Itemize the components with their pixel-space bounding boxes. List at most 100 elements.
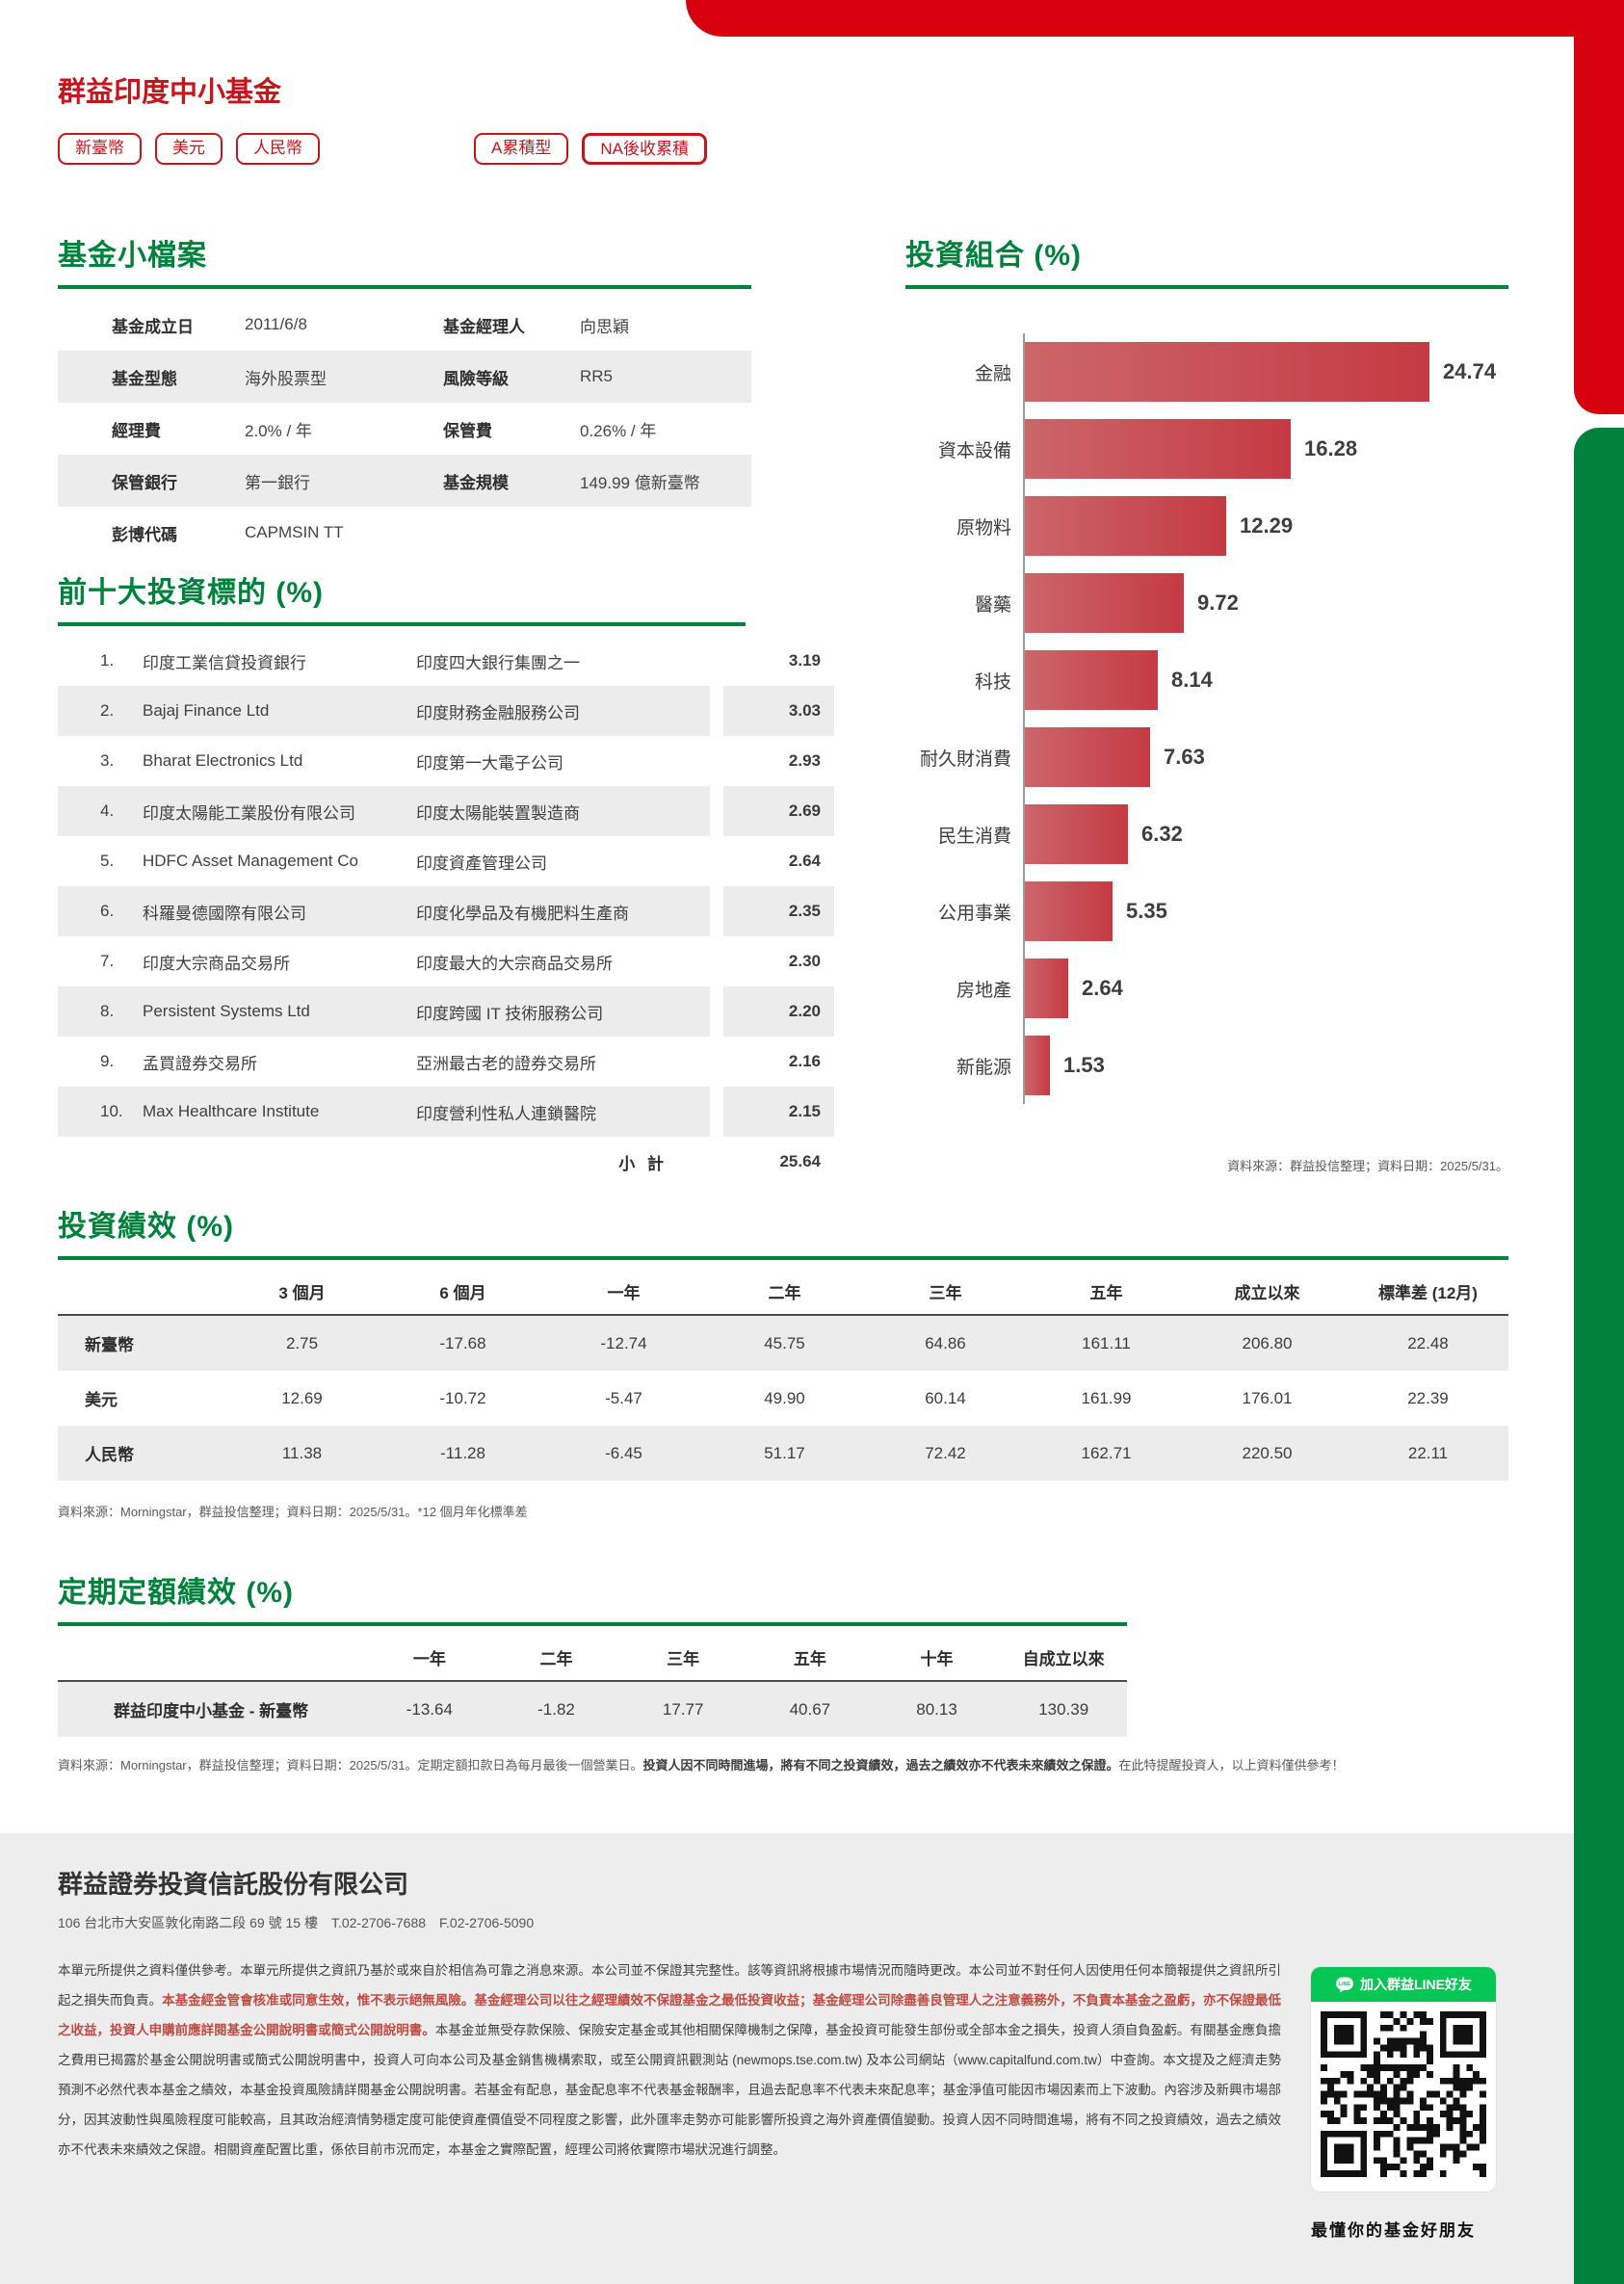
column-header: 標準差 (12月) xyxy=(1378,1283,1478,1302)
company-address: 106 台北市大安區敦化南路二段 69 號 15 樓 T.02-2706-768… xyxy=(58,1915,535,1930)
chart-bar-value: 5.35 xyxy=(1126,899,1167,923)
profile-title: 基金小檔案 xyxy=(58,240,207,272)
holding-weight: 3.03 xyxy=(723,686,834,736)
chart-row: 耐久財消費 7.63 xyxy=(905,719,1508,796)
performance-section: 投資績效 (%) 3 個月 6 個月 一年 二年 三年 五年 成立以來 標準差 (12月) 新臺… xyxy=(58,1202,1508,1520)
row-label: 人民幣 xyxy=(85,1446,134,1464)
table-value: 51.17 xyxy=(764,1443,805,1462)
share-class-tag: A累積型 xyxy=(474,133,569,165)
table-value: 206.80 xyxy=(1242,1333,1293,1352)
dca-note-segment: 在此特提醒投資人，以上資料僅供參考！ xyxy=(1118,1758,1345,1772)
chart-bar xyxy=(1025,1036,1050,1095)
profile-field-label: 基金型態 xyxy=(112,369,177,388)
qr-caption: 最懂你的基金好朋友 xyxy=(1311,2221,1476,2240)
chart-bar xyxy=(1025,650,1158,710)
table-value: 80.13 xyxy=(916,1699,957,1719)
holding-description: 印度財務金融服務公司 xyxy=(416,703,580,722)
chart-bar-area: 8.14 xyxy=(1023,642,1508,719)
portfolio-bar-chart: 金融 24.74 資本設備 16.28 原物料 12.29 醫藥 9.72 科技 8.14 耐久財消… xyxy=(905,333,1508,1104)
profile-field-label: 基金成立日 xyxy=(112,317,194,336)
footer: 群益證券投資信託股份有限公司 106 台北市大安區敦化南路二段 69 號 15 … xyxy=(58,1865,1281,2178)
portfolio-section: 投資組合 (%) 金融 24.74 資本設備 16.28 原物料 12.29 醫藥 9.72 科… xyxy=(905,231,1508,1174)
holding-description: 亞洲最古老的證券交易所 xyxy=(416,1054,596,1073)
right-red-strip xyxy=(1574,0,1624,414)
top-holdings-section: 前十大投資標的 (%) 1. 印度工業信貸投資銀行 印度四大銀行集團之一 3.19 2.… xyxy=(58,568,834,1187)
holdings-table: 1. 印度工業信貸投資銀行 印度四大銀行集團之一 3.19 2. Bajaj Financ… xyxy=(58,636,834,1137)
green-rule xyxy=(58,1256,1508,1260)
holding-name: Persistent Systems Ltd xyxy=(143,1002,310,1020)
holding-name: HDFC Asset Management Co xyxy=(143,852,358,870)
holding-rank: 7. xyxy=(100,952,115,970)
green-rule xyxy=(58,1622,1127,1626)
disclaimer-red-segment: 本基金經金管會核准或同意生效，惟不表示絕無風險。基金經理公司以往之經理績效不保證… xyxy=(58,1993,1282,2037)
profile-field-value: 海外股票型 xyxy=(245,369,327,388)
profile-field-value: 第一銀行 xyxy=(245,473,310,492)
table-value: -13.64 xyxy=(406,1699,453,1719)
holding-description: 印度太陽能裝置製造商 xyxy=(416,803,580,823)
holding-name: Bharat Electronics Ltd xyxy=(143,751,303,770)
table-value: 220.50 xyxy=(1242,1443,1293,1462)
disclaimer-segment: 本單元所提供之資料僅供參考。本單元所提供之資訊乃基於或來自於相信為可靠之消息來源… xyxy=(58,1963,1281,2008)
profile-row: 經理費 2.0% / 年 保管費 0.26% / 年 xyxy=(58,403,751,455)
dca-note-bold-segment: 投資人因不同時間進場，將有不同之投資績效，過去之績效亦不代表未來績效之保證。 xyxy=(642,1758,1119,1772)
company-name: 群益證券投資信託股份有限公司 xyxy=(58,1870,409,1899)
column-header: 五年 xyxy=(793,1649,826,1668)
profile-row: 基金成立日 2011/6/8 基金經理人 向思穎 xyxy=(58,299,751,351)
holding-rank: 6. xyxy=(100,902,115,920)
holding-name: 科羅曼德國際有限公司 xyxy=(143,904,306,923)
table-row: 美元 12.69 -10.72 -5.47 49.90 60.14 161.99 176.01… xyxy=(58,1371,1508,1426)
chart-category-label: 金融 xyxy=(974,363,1011,384)
holding-rank: 9. xyxy=(100,1052,115,1070)
table-value: 60.14 xyxy=(925,1388,966,1407)
table-value: 161.99 xyxy=(1081,1388,1132,1407)
column-header: 成立以來 xyxy=(1234,1283,1300,1302)
chart-bar xyxy=(1025,881,1113,941)
holding-description: 印度最大的大宗商品交易所 xyxy=(416,954,613,973)
disclaimer-segment: 本基金並無受存款保險、保險安定基金或其他相關保障機制之保障，基金投資可能發生部份… xyxy=(58,2023,1281,2157)
table-value: 22.11 xyxy=(1407,1443,1449,1462)
holding-row: 6. 科羅曼德國際有限公司 印度化學品及有機肥料生產商 2.35 xyxy=(58,886,834,936)
column-header: 二年 xyxy=(539,1649,573,1668)
profile-field-value: 2.0% / 年 xyxy=(245,421,312,440)
holding-main: 4. 印度太陽能工業股份有限公司 印度太陽能裝置製造商 xyxy=(58,786,710,836)
holdings-title: 前十大投資標的 (%) xyxy=(58,577,324,609)
table-value: 12.69 xyxy=(281,1388,323,1407)
column-header: 一年 xyxy=(412,1649,446,1668)
profile-field-label: 保管銀行 xyxy=(112,473,177,492)
chart-bar-value: 6.32 xyxy=(1141,822,1183,846)
holding-description: 印度資產管理公司 xyxy=(416,853,547,873)
chart-category-label: 房地產 xyxy=(956,980,1011,1001)
holding-weight: 2.69 xyxy=(723,786,834,836)
line-qr-block: LINE 加入群益LINE好友 最懂你的基金好朋友 xyxy=(1311,1967,1496,2241)
column-header: 3 個月 xyxy=(278,1283,326,1302)
holding-description: 印度跨國 IT 技術服務公司 xyxy=(416,1004,604,1023)
table-value: -6.45 xyxy=(605,1443,642,1462)
holding-rank: 2. xyxy=(100,701,115,720)
chart-bar-value: 8.14 xyxy=(1171,668,1213,692)
holding-main: 3. Bharat Electronics Ltd 印度第一大電子公司 xyxy=(58,736,710,786)
holding-description: 印度第一大電子公司 xyxy=(416,753,563,773)
chart-bar-area: 9.72 xyxy=(1023,564,1508,642)
table-value: 17.77 xyxy=(662,1699,704,1719)
holding-description: 印度化學品及有機肥料生產商 xyxy=(416,904,629,923)
row-label: 美元 xyxy=(85,1391,118,1409)
holding-main: 6. 科羅曼德國際有限公司 印度化學品及有機肥料生產商 xyxy=(58,886,710,936)
column-header: 自成立以來 xyxy=(1022,1649,1105,1668)
dca-title: 定期定額績效 (%) xyxy=(58,1577,294,1609)
holding-rank: 4. xyxy=(100,801,115,820)
chart-bar-area: 2.64 xyxy=(1023,950,1508,1027)
table-header-row: 3 個月 6 個月 一年 二年 三年 五年 成立以來 標準差 (12月) xyxy=(58,1268,1508,1316)
chart-bar-area: 6.32 xyxy=(1023,796,1508,873)
column-header: 三年 xyxy=(667,1649,700,1668)
holding-name: Bajaj Finance Ltd xyxy=(143,701,270,720)
chart-bar-value: 1.53 xyxy=(1063,1053,1105,1077)
chart-bar-value: 16.28 xyxy=(1304,436,1358,460)
line-banner-label: 加入群益LINE好友 xyxy=(1360,1977,1472,1992)
holding-weight: 2.15 xyxy=(723,1087,834,1137)
chart-row: 科技 8.14 xyxy=(905,642,1508,719)
fund-profile-section: 基金小檔案 基金成立日 2011/6/8 基金經理人 向思穎 基金型態 海外股票型 風險等級… xyxy=(58,231,751,559)
chart-category-label: 民生消費 xyxy=(937,826,1011,847)
chart-bar-area: 16.28 xyxy=(1023,410,1508,487)
holding-weight: 2.93 xyxy=(788,751,821,770)
top-red-band xyxy=(686,0,1624,37)
